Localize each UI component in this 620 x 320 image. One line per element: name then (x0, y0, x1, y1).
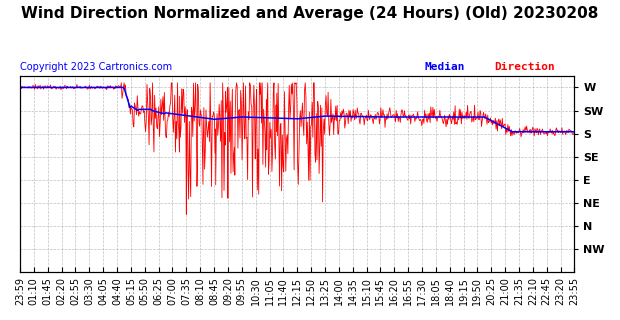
Text: Direction: Direction (494, 62, 555, 72)
Text: Copyright 2023 Cartronics.com: Copyright 2023 Cartronics.com (20, 62, 172, 72)
Text: Median: Median (425, 62, 465, 72)
Text: Wind Direction Normalized and Average (24 Hours) (Old) 20230208: Wind Direction Normalized and Average (2… (21, 6, 599, 21)
